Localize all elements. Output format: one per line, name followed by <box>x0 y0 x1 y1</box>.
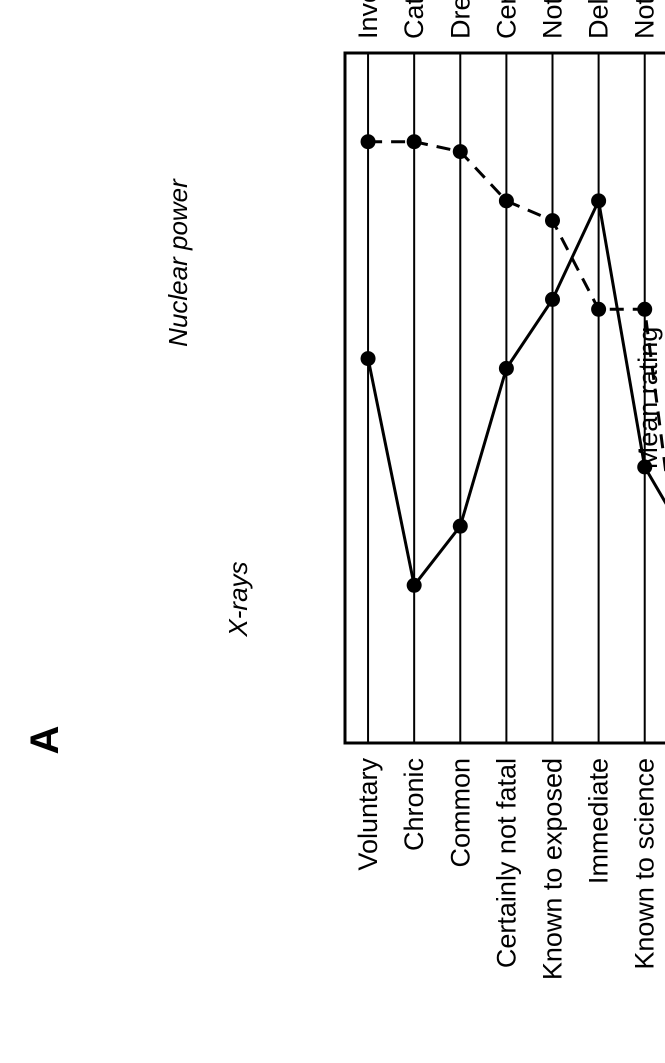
series-line-x-rays <box>366 199 665 587</box>
scale-low-voluntary: Voluntary <box>353 758 383 871</box>
scale-high-not-known-to-science: Not known to science <box>630 0 660 39</box>
point-x-rays-known-to-exposed <box>545 291 560 307</box>
scale-separators <box>367 53 646 743</box>
point-nuclear-power-common <box>452 144 468 160</box>
point-nuclear-power-known-to-science <box>637 301 653 317</box>
scale-low-known-to-science: Known to science <box>630 758 660 970</box>
point-x-rays-known-to-science <box>637 459 653 475</box>
point-x-rays-voluntary <box>360 351 376 367</box>
scale-high-certainly-fatal: Certainly fatal <box>491 0 521 39</box>
plot-frame <box>343 51 665 745</box>
point-nuclear-power-certainly-not-fatal <box>498 193 514 209</box>
point-nuclear-power-known-to-exposed <box>545 213 560 229</box>
scale-low-chronic: Chronic <box>399 758 429 851</box>
point-x-rays-common <box>452 518 468 534</box>
point-nuclear-power-voluntary <box>360 134 376 150</box>
panel-letter: A <box>23 726 67 755</box>
x-axis-title: Mean rating <box>633 327 663 470</box>
scale-low-certainly-not-fatal: Certainly not fatal <box>491 758 521 968</box>
scale-high-not-known-to-exposed: Not known to exposed <box>538 0 568 39</box>
rotated-chart-group: 1234567 VoluntaryInvoluntaryChronicCatas… <box>23 0 665 980</box>
scale-low-common: Common <box>445 758 475 868</box>
scale-low-immediate: Immediate <box>584 758 614 884</box>
scale-low-known-to-exposed: Known to exposed <box>538 758 568 980</box>
scale-high-involuntary: Involuntary <box>353 0 383 39</box>
scale-high-catastrophic: Catastrophic <box>399 0 429 39</box>
point-nuclear-power-chronic <box>406 134 422 150</box>
scale-high-delayed: Delayed <box>584 0 614 39</box>
point-x-rays-immediate <box>591 193 607 209</box>
series-points <box>360 134 653 593</box>
point-x-rays-chronic <box>406 577 422 593</box>
scale-high-dread: Dread <box>445 0 475 39</box>
point-x-rays-certainly-not-fatal <box>498 360 514 376</box>
series-label-nuclear-power: Nuclear power <box>163 178 193 347</box>
series-label-x-rays: X-rays <box>223 561 253 637</box>
point-nuclear-power-immediate <box>591 301 607 317</box>
scale-labels: Voluntary Involuntary Chronic Catastrophic C… <box>353 0 660 980</box>
